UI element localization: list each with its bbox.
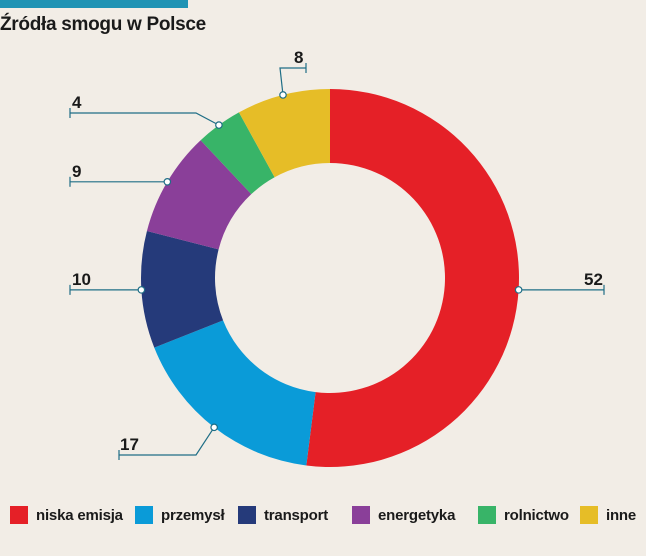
legend-label: rolnictwo	[504, 506, 569, 524]
donut-slice-rolnictwo	[200, 112, 275, 195]
legend-item-transport: transport	[238, 506, 328, 524]
legend-item-energetyka: energetyka	[352, 506, 455, 524]
legend-swatch	[135, 506, 153, 524]
legend-item-przemysl: przemysł	[135, 506, 225, 524]
value-label: 52	[584, 270, 603, 289]
donut-slice-przemysł	[154, 320, 316, 466]
title-accent-bar	[0, 0, 188, 8]
donut-slice-niska-emisja	[306, 89, 519, 468]
value-label: 4	[72, 93, 82, 112]
leader-anchor-dot	[137, 286, 146, 294]
leader-line	[279, 67, 306, 96]
legend-label: niska emisja	[36, 506, 123, 524]
legend-swatch	[10, 506, 28, 524]
legend-swatch	[478, 506, 496, 524]
slices-group	[141, 89, 519, 468]
leader-line	[119, 427, 215, 456]
legend-swatch	[580, 506, 598, 524]
leader-anchor-dot	[210, 423, 218, 432]
legend-swatch	[238, 506, 256, 524]
donut-chart: 52 17 10 9 4 8	[69, 48, 605, 468]
value-labels-group: 52 17 10 9 4 8	[72, 48, 603, 454]
legend: niska emisja przemysł transport energety…	[10, 506, 640, 528]
leader-line	[70, 112, 220, 126]
leader-anchor-dot	[514, 286, 523, 294]
legend-label: energetyka	[378, 506, 456, 524]
donut-slice-energetyka	[146, 140, 252, 250]
legend-item-rolnictwo: rolnictwo	[478, 506, 569, 524]
leader-lines-group	[69, 63, 605, 460]
legend-label: przemysł	[161, 506, 225, 524]
value-label: 17	[120, 435, 139, 454]
donut-slice-inne	[238, 89, 330, 178]
legend-label: inne	[606, 506, 637, 524]
chart-title: Źródła smogu w Polsce	[0, 14, 206, 35]
leader-anchor-dot	[215, 121, 223, 129]
legend-item-niska-emisja: niska emisja	[10, 506, 123, 524]
legend-swatch	[352, 506, 370, 524]
legend-label: transport	[264, 506, 329, 524]
leader-anchor-dot	[163, 177, 172, 186]
leader-anchor-dot	[279, 91, 287, 99]
value-label: 8	[294, 48, 303, 67]
legend-item-inne: inne	[580, 506, 636, 524]
value-label: 10	[72, 270, 91, 289]
value-label: 9	[72, 162, 81, 181]
donut-slice-transport	[141, 230, 224, 348]
